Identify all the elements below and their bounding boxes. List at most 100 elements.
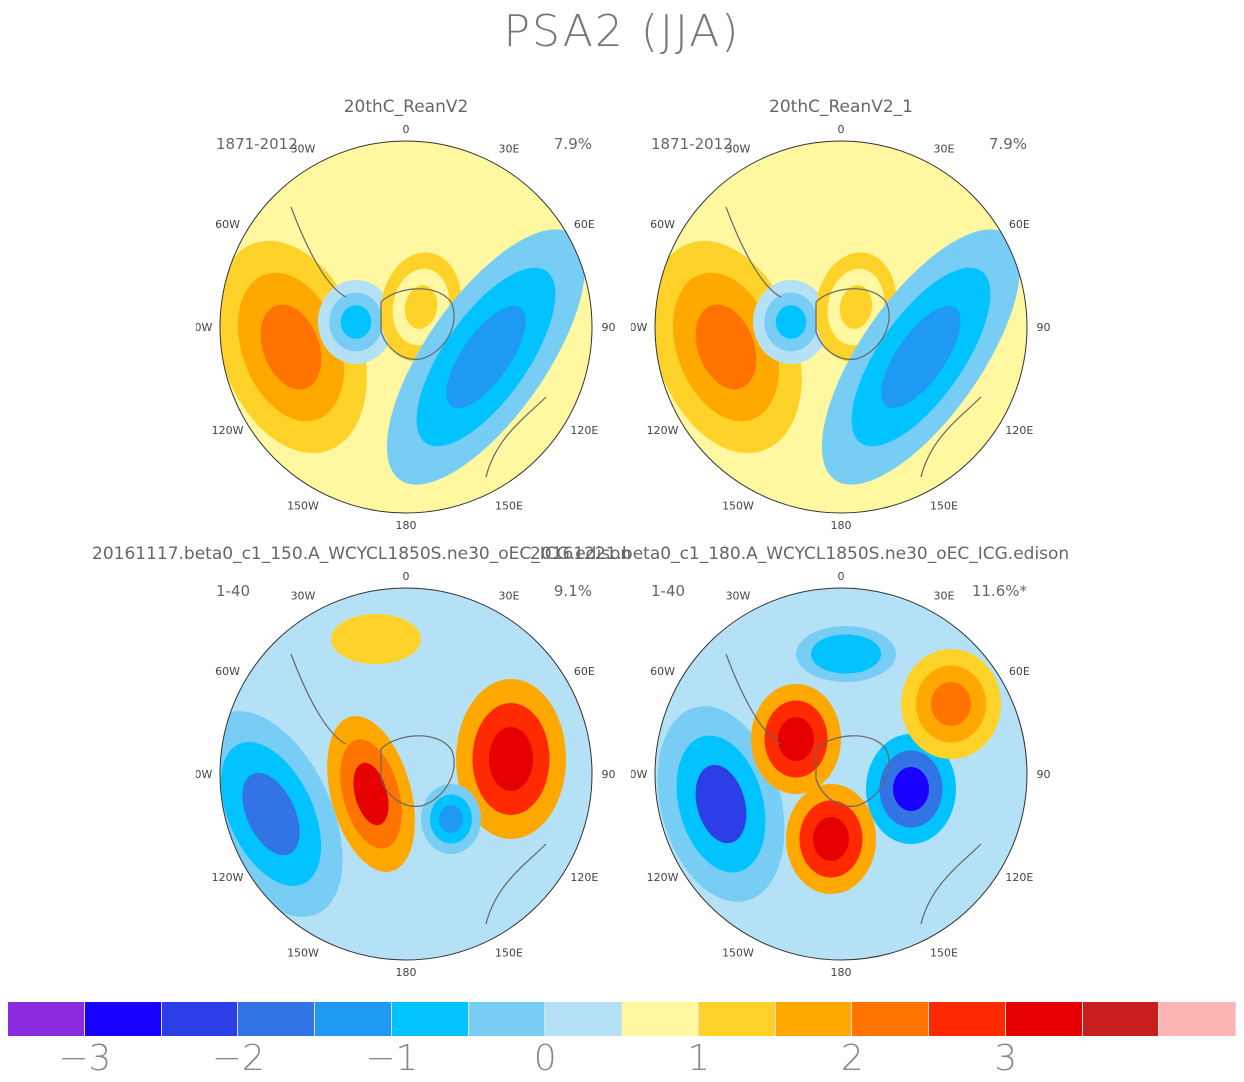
colorbar-swatch (775, 1002, 853, 1036)
contour-field (220, 588, 592, 960)
longitude-label: 150W (722, 499, 754, 512)
polar-map: 0 30E 60E 90E 120E 150E 180 150W 120W 90W 60W 30W (631, 570, 1051, 979)
polar-map: 0 30E 60E 90E 120E 150E 180 150W 120W 90W 60W 30W (631, 123, 1051, 532)
longitude-label: 60E (1009, 218, 1030, 231)
coastline (290, 206, 547, 478)
longitude-label: 90W (631, 768, 648, 781)
contour-field (655, 588, 1027, 960)
panel-title: 20thC_ReanV2_1 (769, 97, 913, 117)
colorbar-labels: −3 −2 −1 0 1 2 3 (0, 1038, 1244, 1082)
longitude-label: 90E (1037, 321, 1051, 334)
panel-variance: 9.1% (553, 582, 592, 600)
longitude-label: 120W (647, 424, 679, 437)
panel-title: 20161221.beta0_c1_180.A_WCYCL1850S.ne30_… (530, 544, 1070, 564)
contour-blob (404, 285, 438, 329)
colorbar-swatch (1159, 1002, 1236, 1036)
longitude-label: 60E (574, 218, 595, 231)
longitude-label: 30W (291, 143, 316, 156)
longitude-label: 120E (570, 424, 598, 437)
coastline (725, 653, 982, 925)
polar-map: 0 30E 60E 90E 120E 150E 180 150W 120W 90W 60W 30W (196, 570, 616, 979)
colorbar-label: −2 (211, 1038, 265, 1079)
panel-variance: 11.6%* (971, 582, 1027, 600)
colorbar-swatch (622, 1002, 699, 1036)
longitude-label: 120W (212, 871, 244, 884)
colorbar-swatch (84, 1002, 162, 1036)
longitude-label: 150E (930, 946, 958, 959)
polar-map: 0 30E 60E 90E 120E 150E 180 150W 120W 90W 60W 30W (196, 123, 616, 532)
longitude-label: 180 (831, 519, 852, 532)
longitude-label: 60W (215, 665, 240, 678)
contour-blob (340, 305, 372, 339)
longitude-label: 30E (934, 590, 955, 603)
contour-blob (446, 305, 526, 409)
longitude-label: 150W (722, 946, 754, 959)
longitude-label: 150E (495, 946, 523, 959)
map-border (654, 587, 1028, 961)
longitude-label: 120W (647, 871, 679, 884)
map-panel-2: 20thC_ReanV2_1 1871-2012 7.9% 0 30E 60E 90E… (631, 97, 1051, 537)
colorbar-swatch (161, 1002, 239, 1036)
colorbar-swatch (545, 1002, 622, 1036)
longitude-label: 90W (631, 321, 648, 334)
longitude-label: 60E (574, 665, 595, 678)
map-border (654, 140, 1028, 514)
coastline (290, 653, 547, 925)
colorbar-label: −3 (58, 1038, 112, 1079)
contour-blob (813, 817, 849, 861)
figure-title: PSA2 (JJA) (503, 6, 741, 57)
colorbar-swatch (468, 1002, 546, 1036)
colorbar-label: 1 (687, 1038, 711, 1079)
longitude-label: 60W (650, 218, 675, 231)
contour-field (220, 141, 592, 513)
longitude-label: 180 (396, 966, 417, 979)
colorbar-swatch (391, 1002, 469, 1036)
contour-blob (881, 305, 961, 409)
colorbar-swatch (315, 1002, 392, 1036)
contour-blob (695, 764, 747, 844)
longitude-label: 120E (570, 871, 598, 884)
longitude-label: 0 (403, 570, 410, 583)
longitude-label: 30E (499, 143, 520, 156)
longitude-label: 90W (196, 321, 213, 334)
panel-period: 1871-2012 (651, 135, 733, 153)
contour-blob (931, 682, 971, 726)
map-panel-4: 20161221.beta0_c1_180.A_WCYCL1850S.ne30_… (530, 544, 1069, 984)
contour-blob (439, 805, 463, 833)
map-panel-1: 20thC_ReanV2 1871-2012 7.9% 0 30E 60E 90E 12… (196, 97, 616, 537)
longitude-label: 180 (396, 519, 417, 532)
longitude-label: 30E (934, 143, 955, 156)
colorbar-label: 2 (840, 1038, 864, 1079)
colorbar-swatch (238, 1002, 315, 1036)
longitude-label: 90W (196, 768, 213, 781)
panel-period: 1-40 (651, 582, 686, 600)
contour-blob (242, 772, 300, 856)
longitude-label: 30E (499, 590, 520, 603)
longitude-label: 150E (930, 499, 958, 512)
longitude-label: 0 (838, 570, 845, 583)
longitude-label: 0 (838, 123, 845, 136)
panel-period: 1871-2012 (216, 135, 298, 153)
colorbar-swatch (1005, 1002, 1083, 1036)
longitude-label: 90E (602, 768, 616, 781)
longitude-label: 0 (403, 123, 410, 136)
contour-field (655, 141, 1027, 513)
longitude-label: 120E (1005, 424, 1033, 437)
contour-blob (260, 304, 322, 390)
contour-blob (826, 642, 866, 666)
colorbar-swatch (1082, 1002, 1160, 1036)
map-panel-3: 20161117.beta0_c1_150.A_WCYCL1850S.ne30_… (92, 544, 631, 984)
longitude-label: 150E (495, 499, 523, 512)
colorbar-swatch (852, 1002, 929, 1036)
longitude-label: 30W (726, 590, 751, 603)
colorbar-label: −1 (365, 1038, 419, 1079)
longitude-label: 30W (726, 143, 751, 156)
map-border (219, 140, 593, 514)
longitude-label: 60W (215, 218, 240, 231)
longitude-label: 120W (212, 424, 244, 437)
panel-period: 1-40 (216, 582, 251, 600)
contour-blob (775, 305, 807, 339)
panel-variance: 7.9% (988, 135, 1027, 153)
longitude-label: 30W (291, 590, 316, 603)
longitude-label: 60W (650, 665, 675, 678)
